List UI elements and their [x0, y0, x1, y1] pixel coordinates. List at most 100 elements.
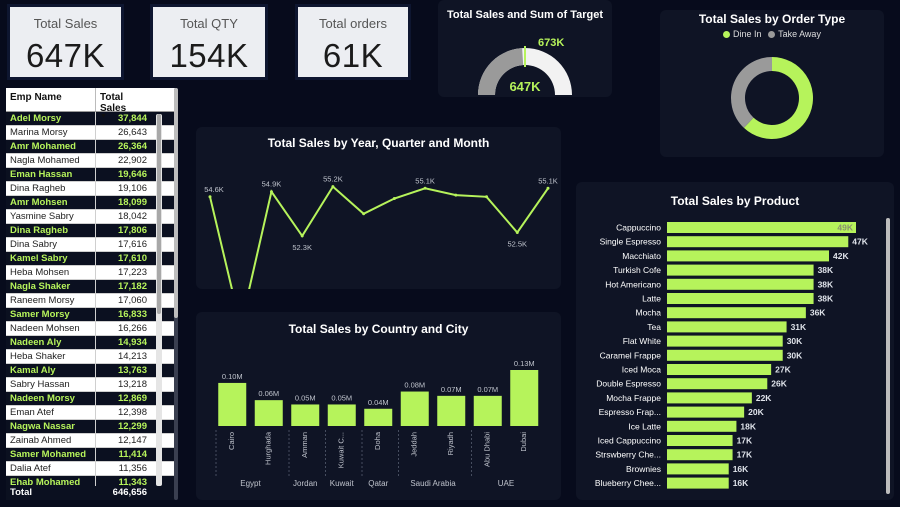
column-header-total-sales[interactable]: Total Sales ▼ — [95, 88, 155, 120]
product-bar[interactable] — [667, 278, 814, 290]
product-chart-scrollbar[interactable] — [886, 218, 890, 494]
country-bar[interactable] — [400, 391, 429, 426]
table-row[interactable]: Nagla Shaker 17,182 — [6, 280, 175, 294]
product-bar[interactable] — [667, 392, 752, 404]
table-row[interactable]: Kamal Aly 13,763 — [6, 364, 175, 378]
line-point[interactable] — [485, 195, 489, 199]
sort-desc-icon[interactable]: ▼ — [100, 113, 107, 120]
table-row[interactable]: Amr Mohsen 18,099 — [6, 196, 175, 210]
product-chart-scrollbar-thumb[interactable] — [886, 218, 890, 494]
line-point[interactable] — [546, 186, 550, 190]
product-bar[interactable] — [667, 435, 733, 446]
employee-sales-table[interactable]: Emp Name Total Sales ▼ Adel Morsy 37,844 M… — [6, 88, 175, 500]
country-bar[interactable] — [510, 370, 539, 426]
emp-name-cell: Samer Mohamed — [10, 449, 87, 460]
product-bar[interactable] — [667, 420, 737, 432]
donut-chart[interactable] — [660, 46, 884, 151]
table-row[interactable]: Samer Morsy 16,833 — [6, 308, 175, 322]
product-chart-title: Total Sales by Product — [670, 194, 800, 208]
donut-slice-take-away[interactable] — [731, 57, 772, 128]
line-point[interactable] — [300, 234, 304, 238]
country-bar[interactable] — [473, 395, 502, 426]
page-scrollbar-left-thumb[interactable] — [174, 88, 178, 318]
emp-sales-cell: 12,398 — [95, 406, 151, 419]
table-row[interactable]: Zainab Ahmed 12,147 — [6, 434, 175, 448]
line-point[interactable] — [331, 185, 335, 189]
bar-value-label: 0.05M — [331, 393, 352, 402]
table-row[interactable]: Eman Atef 12,398 — [6, 406, 175, 420]
table-row[interactable]: Heba Shaker 14,213 — [6, 350, 175, 364]
line-point[interactable] — [454, 193, 458, 197]
table-row[interactable]: Dina Ragheb 19,106 — [6, 182, 175, 196]
line-point[interactable] — [362, 212, 366, 216]
table-row[interactable]: Eman Hassan 19,646 — [6, 168, 175, 182]
product-bar[interactable] — [667, 222, 856, 233]
country-bar[interactable] — [327, 404, 356, 426]
emp-sales-cell: 17,223 — [95, 266, 151, 279]
line-point[interactable] — [269, 190, 273, 194]
line-point[interactable] — [392, 197, 396, 200]
table-scrollbar-thumb[interactable] — [157, 114, 161, 314]
kpi-total-orders: Total orders 61K — [295, 4, 411, 80]
line-point[interactable] — [515, 231, 519, 234]
emp-sales-cell: 18,099 — [95, 196, 151, 209]
table-scrollbar[interactable] — [156, 114, 162, 486]
legend-item-take-away[interactable]: Take Away — [768, 29, 821, 39]
table-row[interactable]: Marina Morsy 26,643 — [6, 126, 175, 140]
table-row[interactable]: Nagwa Nassar 12,299 — [6, 420, 175, 434]
product-bar[interactable] — [667, 449, 733, 461]
table-row[interactable]: Samer Mohamed 11,414 — [6, 448, 175, 462]
product-bar[interactable] — [667, 264, 814, 276]
product-bar[interactable] — [667, 364, 772, 375]
bar-value-label: 17K — [737, 450, 753, 460]
table-row[interactable]: Dina Ragheb 17,806 — [6, 224, 175, 238]
legend-dot — [768, 31, 776, 39]
table-row[interactable]: Raneem Morsy 17,060 — [6, 294, 175, 308]
table-row[interactable]: Adel Morsy 37,844 — [6, 112, 175, 126]
country-bar-chart[interactable]: 0.10M Cairo 0.06M Hurghada 0.05M Amman 0.05M Ku… — [196, 330, 561, 500]
table-row[interactable]: Yasmine Sabry 18,042 — [6, 210, 175, 224]
line-point[interactable] — [208, 195, 212, 199]
total-value: 646,656 — [112, 487, 147, 498]
product-bar[interactable] — [667, 307, 806, 319]
table-row[interactable]: Nagla Mohamed 22,902 — [6, 154, 175, 168]
country-bar[interactable] — [437, 395, 466, 426]
country-bar[interactable] — [218, 382, 247, 426]
table-row[interactable]: Nadeen Mohsen 16,266 — [6, 322, 175, 336]
table-row[interactable]: Sabry Hassan 13,218 — [6, 378, 175, 392]
country-bar[interactable] — [364, 408, 393, 426]
page-scrollbar-left[interactable] — [174, 88, 178, 500]
donut-slice-dine-in[interactable] — [743, 56, 813, 139]
table-row[interactable]: Heba Mohsen 17,223 — [6, 266, 175, 280]
country-bar[interactable] — [291, 404, 320, 426]
table-row[interactable]: Amr Mohamed 26,364 — [6, 140, 175, 154]
table-row[interactable]: Nadeen Aly 14,934 — [6, 336, 175, 350]
product-bar[interactable] — [667, 378, 768, 390]
country-bar[interactable] — [254, 400, 283, 426]
column-header-emp-name[interactable]: Emp Name — [10, 92, 62, 103]
product-bar-chart[interactable]: Cappuccino 49K Single Espresso 47K Macchiato… — [576, 210, 894, 500]
line-series[interactable] — [209, 185, 549, 289]
product-bar[interactable] — [667, 250, 829, 262]
table-row[interactable]: Nadeen Morsy 12,869 — [6, 392, 175, 406]
product-bar[interactable] — [667, 406, 745, 418]
gauge-chart[interactable]: 673K 647K — [438, 20, 612, 100]
product-bar[interactable] — [667, 293, 814, 304]
product-bar[interactable] — [667, 321, 787, 333]
table-row[interactable]: Dina Sabry 17,616 — [6, 238, 175, 252]
product-bar[interactable] — [667, 349, 783, 361]
legend-item-dine-in[interactable]: Dine In — [723, 29, 762, 39]
emp-name-cell: Nagla Mohamed — [10, 155, 80, 166]
emp-name-cell: Marina Morsy — [10, 127, 68, 138]
emp-name-cell: Sabry Hassan — [10, 379, 70, 390]
table-row[interactable]: Dalia Atef 11,356 — [6, 462, 175, 476]
table-row[interactable]: Kamel Sabry 17,610 — [6, 252, 175, 266]
emp-sales-cell: 14,213 — [95, 350, 151, 363]
bar-value-label: 0.04M — [368, 398, 389, 407]
product-bar[interactable] — [667, 463, 729, 475]
line-point[interactable] — [423, 186, 427, 190]
product-bar[interactable] — [667, 236, 849, 248]
product-bar[interactable] — [667, 335, 783, 347]
product-bar[interactable] — [667, 477, 729, 489]
